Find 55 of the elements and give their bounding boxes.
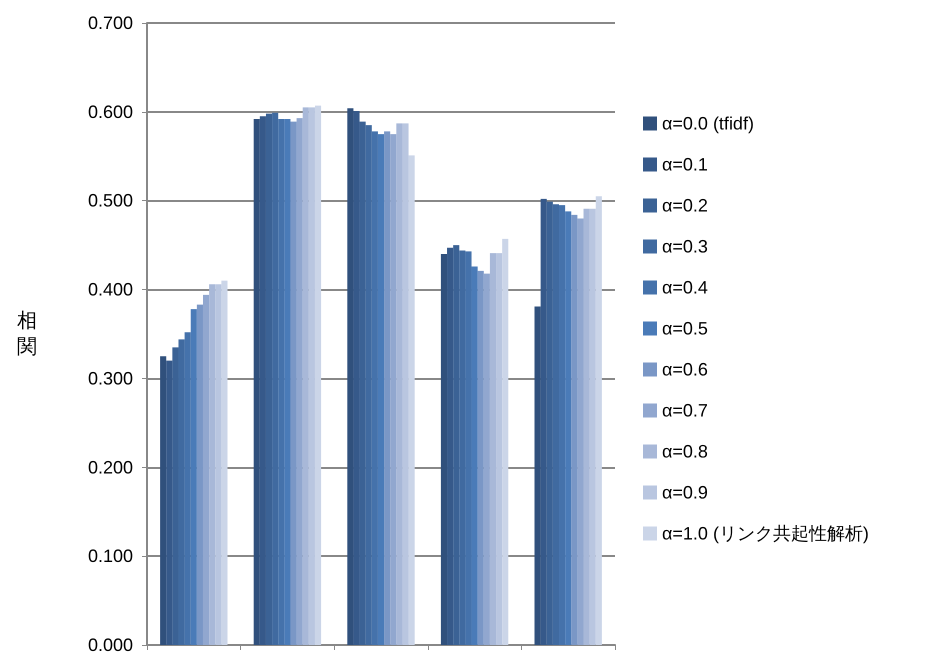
bar <box>440 254 448 645</box>
bar <box>347 108 354 645</box>
bar <box>565 211 572 645</box>
bar <box>484 274 490 645</box>
bar <box>478 270 484 645</box>
legend-label: α=0.5 <box>662 318 708 338</box>
bar <box>534 306 541 645</box>
bar <box>290 122 297 645</box>
y-tick-label: 0.200 <box>88 457 133 478</box>
bar <box>221 280 228 645</box>
bar <box>209 284 216 645</box>
bar <box>408 155 415 645</box>
bar <box>190 309 197 645</box>
y-tick-label: 0.100 <box>88 546 133 566</box>
legend-label: α=0.0 (tfidf) <box>662 114 754 134</box>
legend-label: α=1.0 (リンク共起性解析) <box>662 524 869 544</box>
bar <box>390 134 396 645</box>
legend-label: α=0.1 <box>662 154 708 174</box>
y-tick-label: 0.300 <box>88 368 133 388</box>
bar <box>502 238 508 645</box>
bar <box>302 107 309 645</box>
bar <box>402 123 409 645</box>
bar <box>314 106 322 645</box>
bar <box>577 218 584 645</box>
bar <box>584 208 590 645</box>
bar <box>296 118 303 645</box>
y-tick-label: 0.400 <box>88 280 133 300</box>
legend-label: α=0.8 <box>662 442 708 462</box>
y-axis-title: 相関 <box>17 310 37 358</box>
legend-label: α=0.4 <box>662 278 708 298</box>
y-tick-label: 0.700 <box>88 13 133 33</box>
bar <box>571 214 578 645</box>
bar <box>384 131 390 645</box>
bar <box>590 208 596 645</box>
y-tick-label: 0.600 <box>88 102 133 122</box>
bar <box>254 118 260 645</box>
bar <box>284 118 290 645</box>
bar <box>490 253 496 645</box>
bar <box>202 294 210 645</box>
bar <box>396 123 402 645</box>
legend-label: α=0.7 <box>662 400 708 420</box>
y-tick-label: 0.000 <box>88 635 133 655</box>
legend-label: α=0.3 <box>662 236 708 256</box>
bar <box>196 304 203 645</box>
bar <box>378 134 384 645</box>
legend-label: α=0.9 <box>662 482 708 502</box>
bar <box>496 253 502 645</box>
bar <box>160 356 166 645</box>
bar <box>596 196 602 645</box>
legend-label: α=0.6 <box>662 360 708 380</box>
bar <box>308 107 315 645</box>
bar <box>472 266 478 645</box>
bar <box>215 284 222 645</box>
y-tick-label: 0.500 <box>88 190 133 211</box>
legend-label: α=0.2 <box>662 196 708 216</box>
